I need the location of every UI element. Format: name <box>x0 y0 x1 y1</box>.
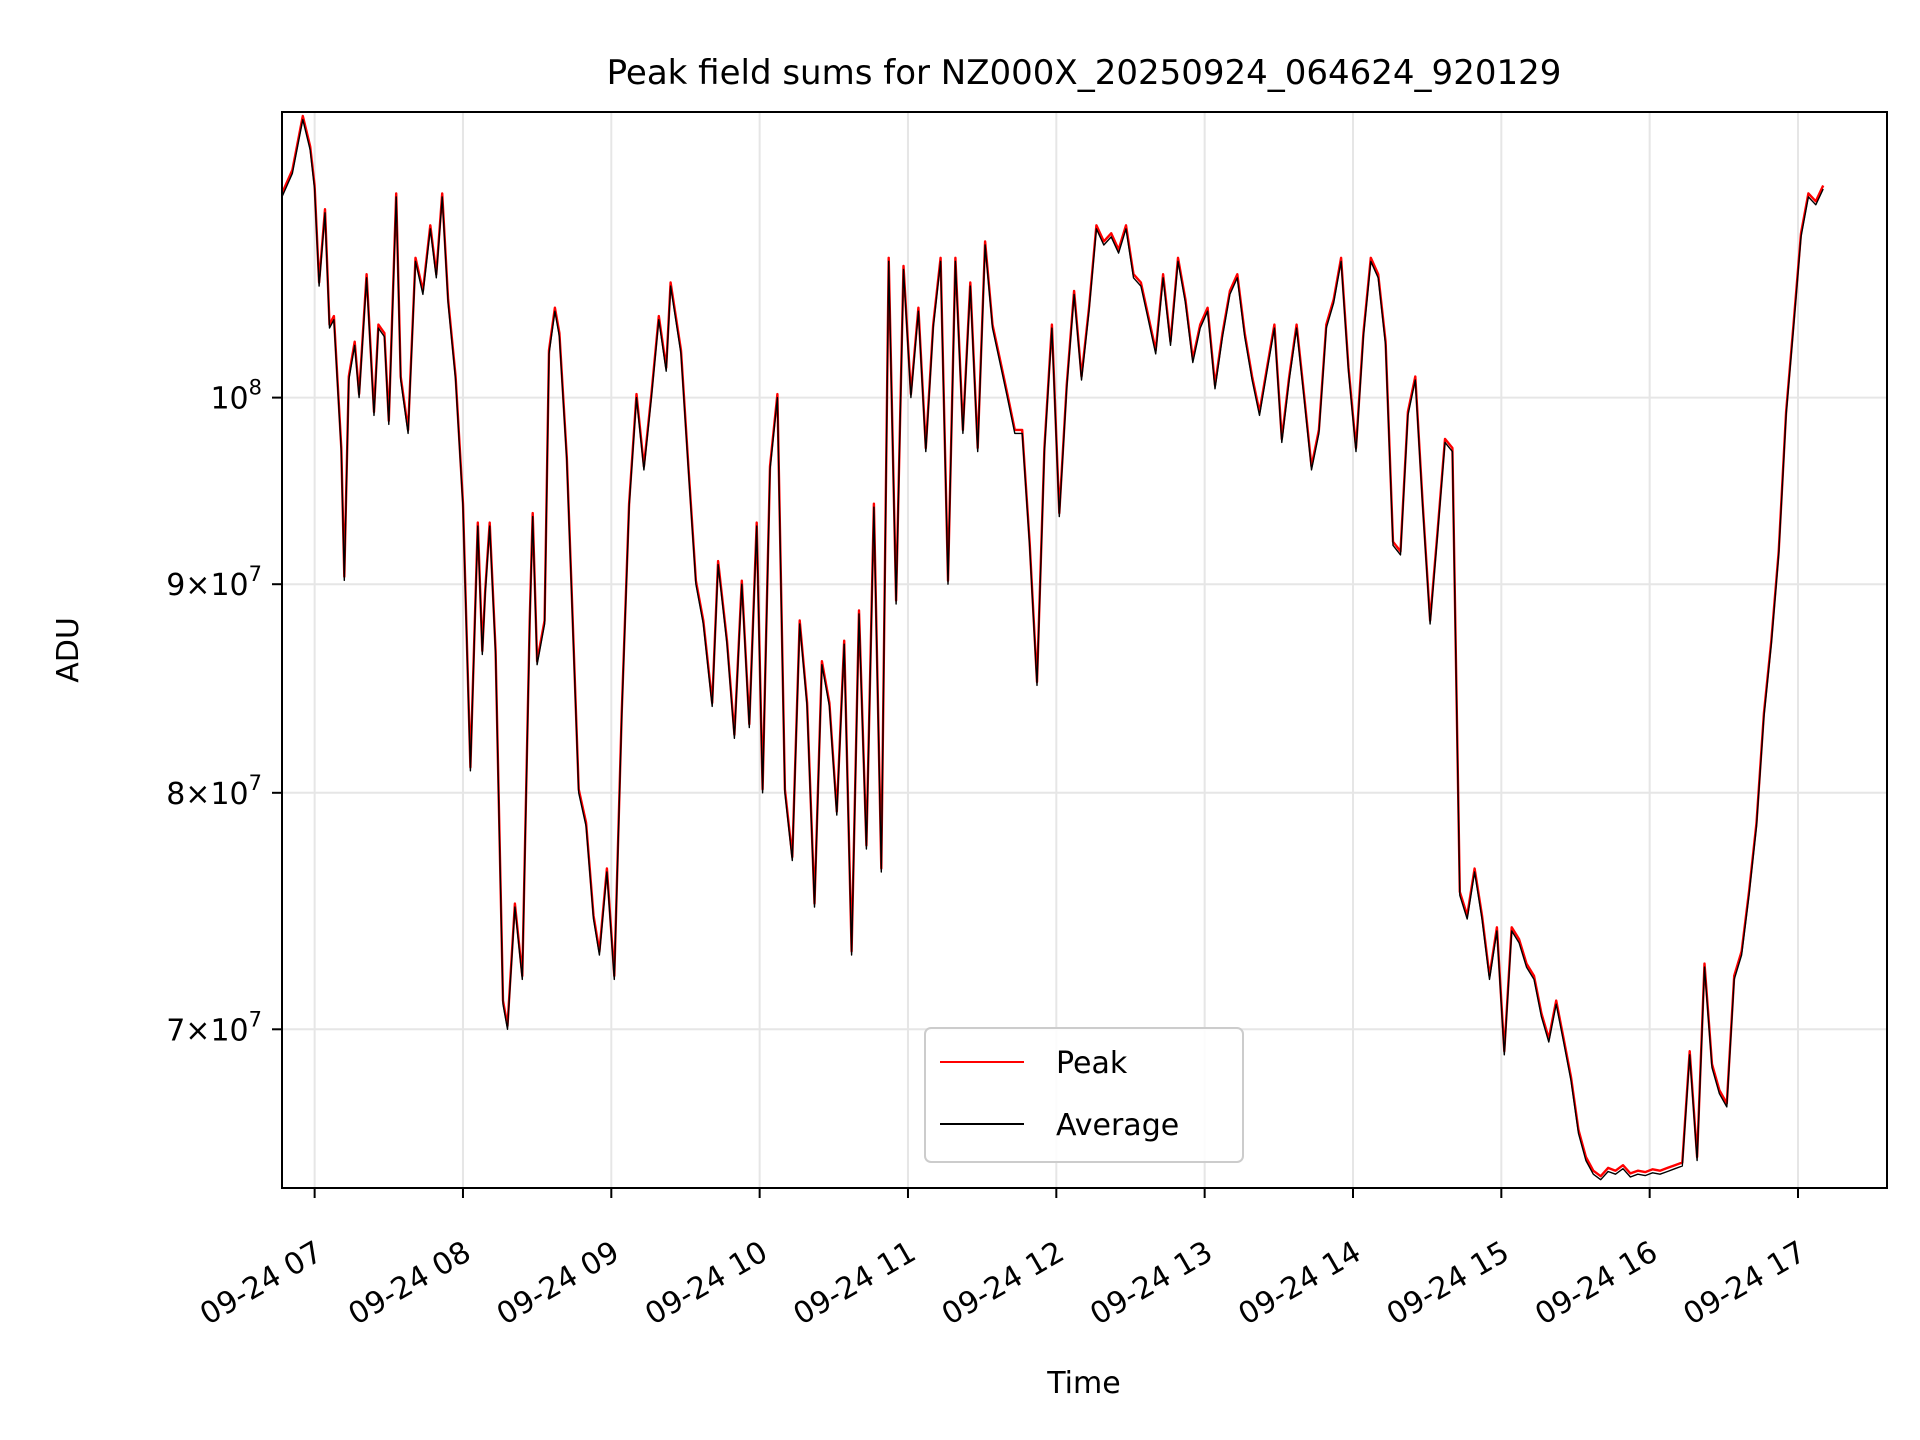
legend-average-label: Average <box>1056 1108 1179 1143</box>
legend: Peak Average <box>924 1027 1244 1163</box>
y-tick-label: 7×107 <box>166 1007 262 1048</box>
series-line-average <box>281 118 1824 1181</box>
chart-title: Peak field sums for NZ000X_20250924_0646… <box>607 53 1562 93</box>
y-tick-label: 108 <box>210 376 262 417</box>
y-tick-label: 9×107 <box>166 562 262 603</box>
axes-frame <box>281 111 1888 1189</box>
y-tick-label: 8×107 <box>166 771 262 812</box>
series-group <box>280 114 1825 1181</box>
x-axis-label: Time <box>1046 1366 1120 1401</box>
y-axis-ticks: 7×107 8×107 9×107 108 <box>166 376 282 1048</box>
y-axis-label: ADU <box>51 617 86 683</box>
grid <box>282 112 1887 1188</box>
legend-peak-label: Peak <box>1056 1046 1128 1081</box>
